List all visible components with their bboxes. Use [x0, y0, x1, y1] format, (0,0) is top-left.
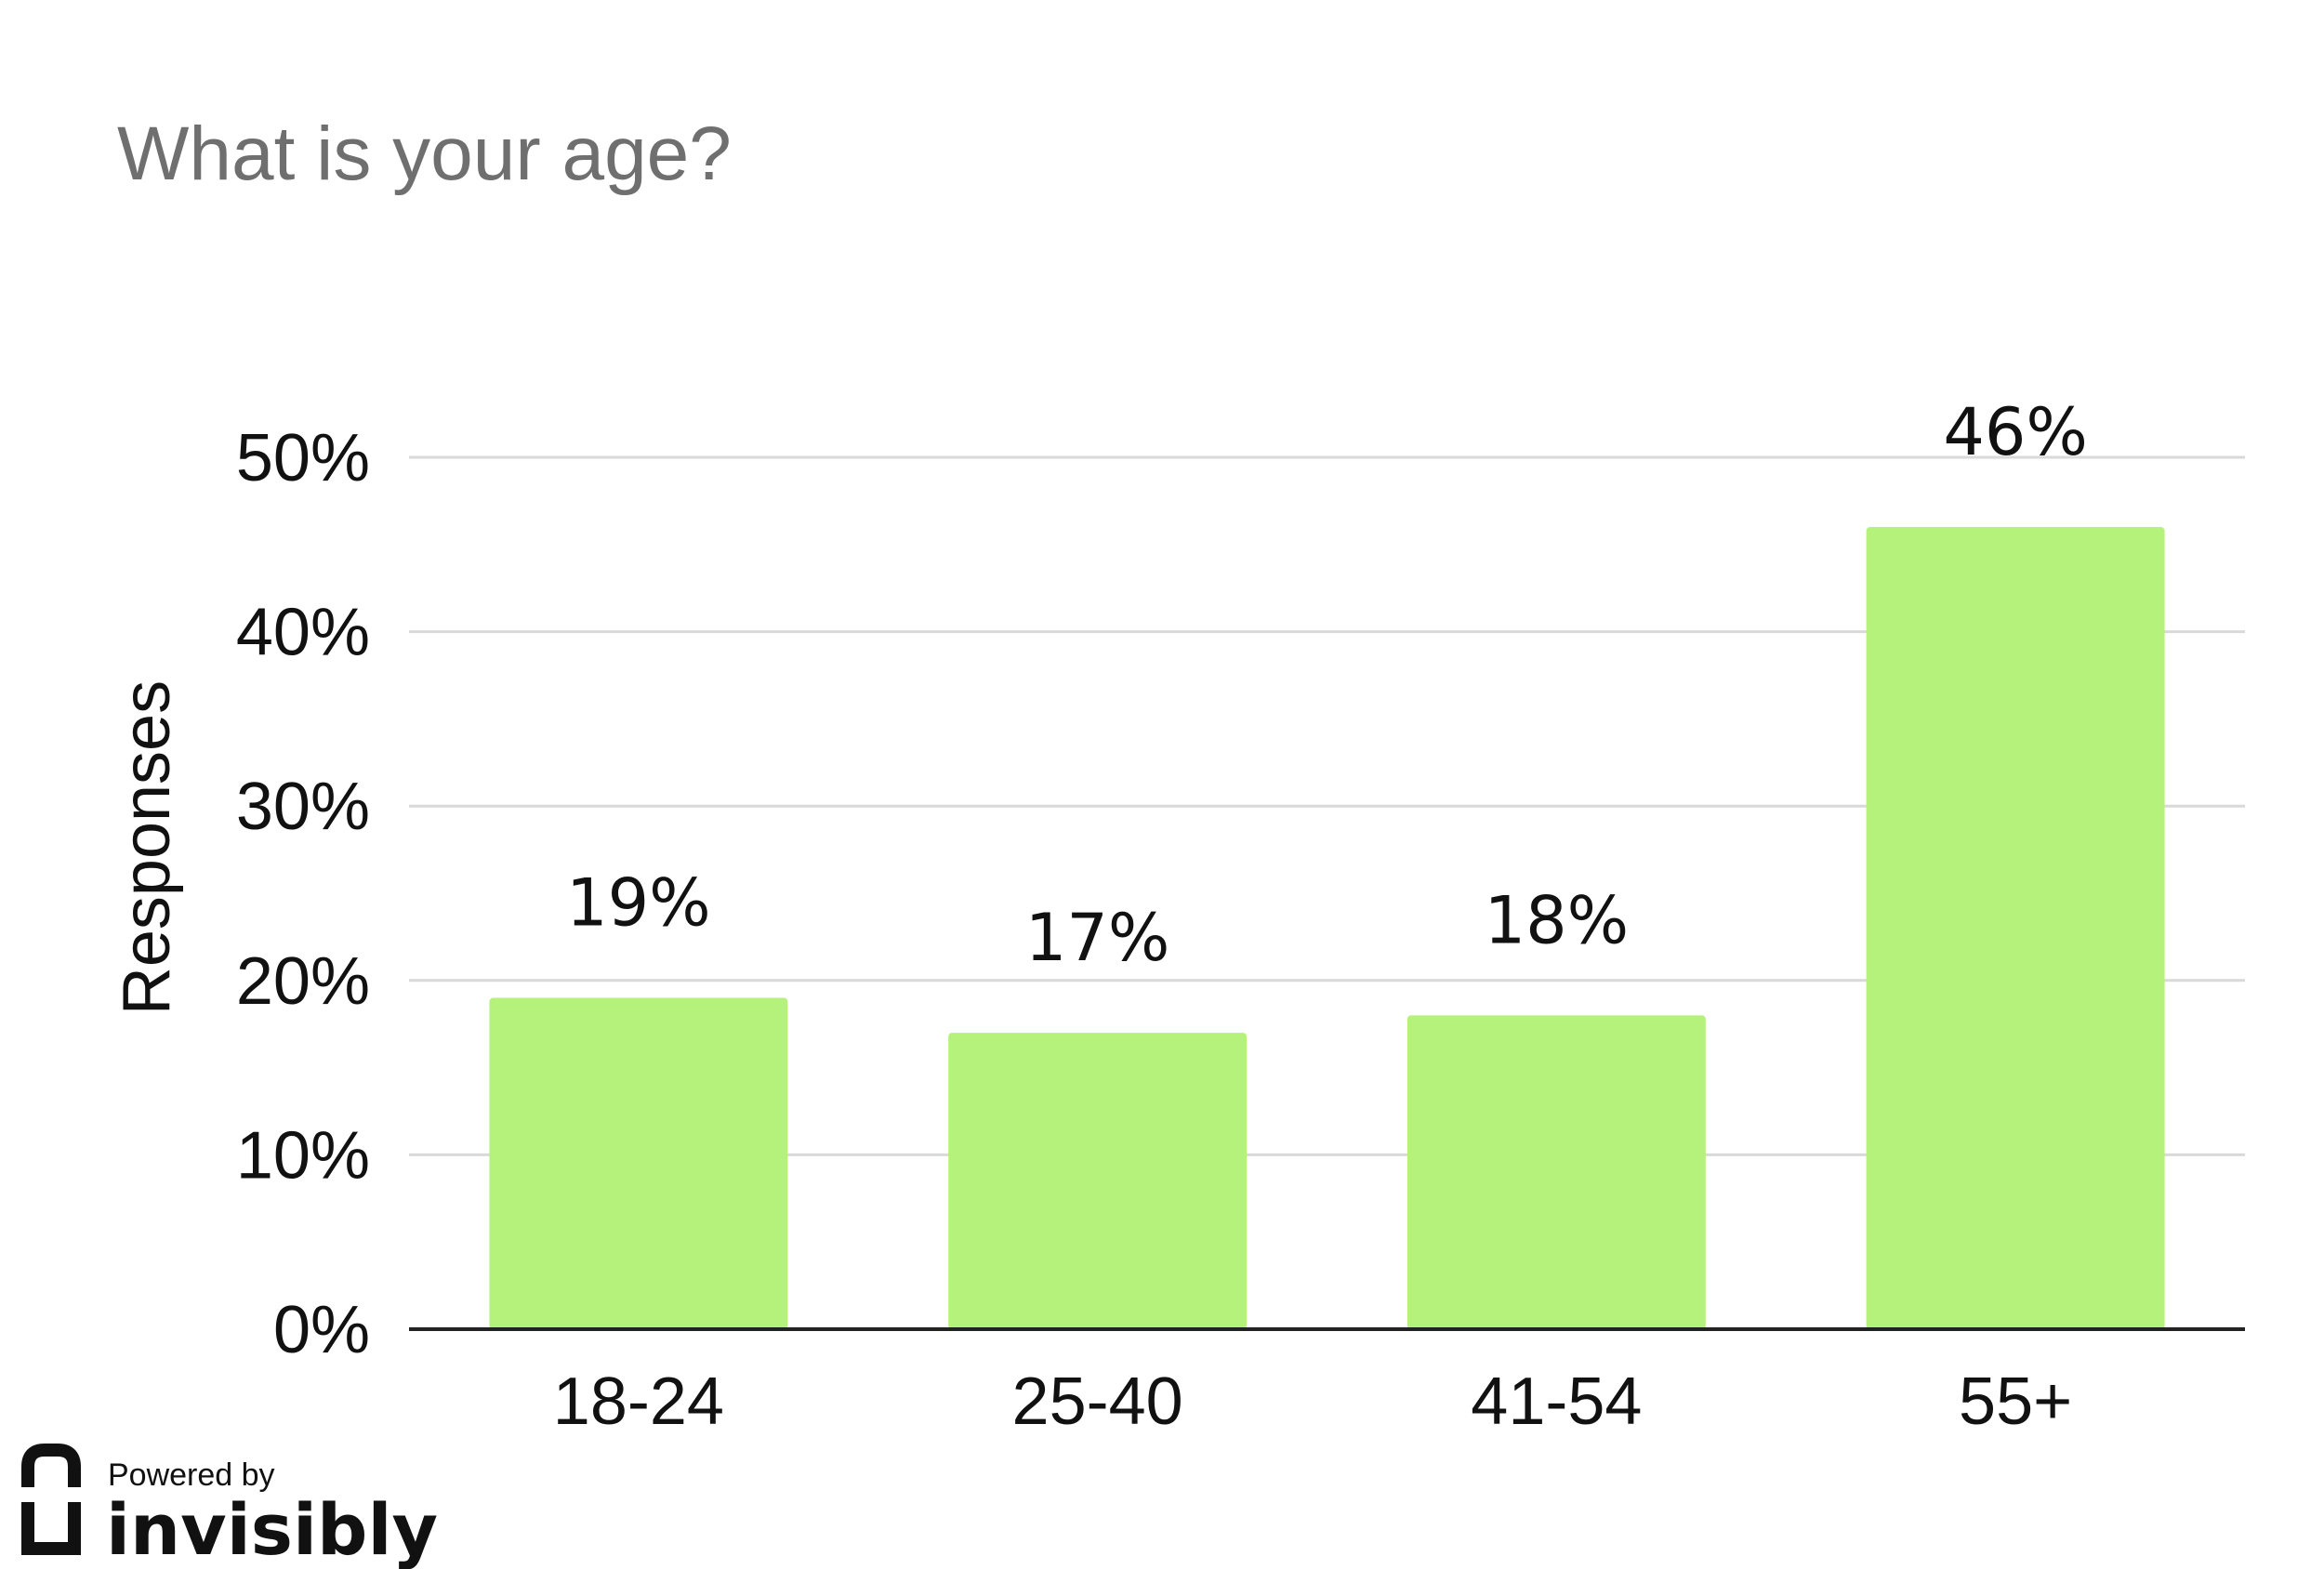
x-axis-ticks: 18-24 25-40 41-54 55+ [409, 1327, 2245, 1439]
x-tick-label: 25-40 [1012, 1365, 1183, 1439]
y-tick-label: 30% [236, 770, 370, 844]
powered-by-text: Powered by [108, 1457, 275, 1493]
invisibly-logo-icon [21, 1444, 81, 1555]
y-tick-label: 20% [236, 944, 370, 1019]
y-tick-label: 10% [236, 1118, 370, 1193]
bar-55+ [1866, 527, 2165, 1329]
x-tick-label: 55+ [1959, 1365, 2072, 1439]
y-tick-label: 0% [273, 1293, 370, 1367]
powered-by-logo: Powered by invisibly [21, 1444, 438, 1569]
y-tick-label: 50% [236, 421, 370, 495]
data-label: 18% [1485, 882, 1630, 958]
x-tick-label: 18-24 [553, 1365, 724, 1439]
y-axis-label: Responses [110, 680, 184, 1015]
chart-title: What is your age? [117, 112, 732, 196]
y-tick-label: 40% [236, 596, 370, 670]
bar-18-24 [489, 997, 788, 1329]
bar-25-40 [948, 1033, 1248, 1329]
x-tick-label: 41-54 [1471, 1365, 1642, 1439]
y-axis-ticks: 0% 10% 20% 30% 40% 50% [236, 421, 370, 1367]
brand-name: invisibly [106, 1488, 438, 1569]
bar-41-54 [1406, 1015, 1706, 1329]
data-label: 19% [566, 865, 711, 942]
data-label: 46% [1943, 394, 2088, 470]
data-labels: 19% 17% 18% 46% [566, 394, 2088, 976]
data-label: 17% [1025, 900, 1170, 976]
bars [489, 527, 2165, 1329]
